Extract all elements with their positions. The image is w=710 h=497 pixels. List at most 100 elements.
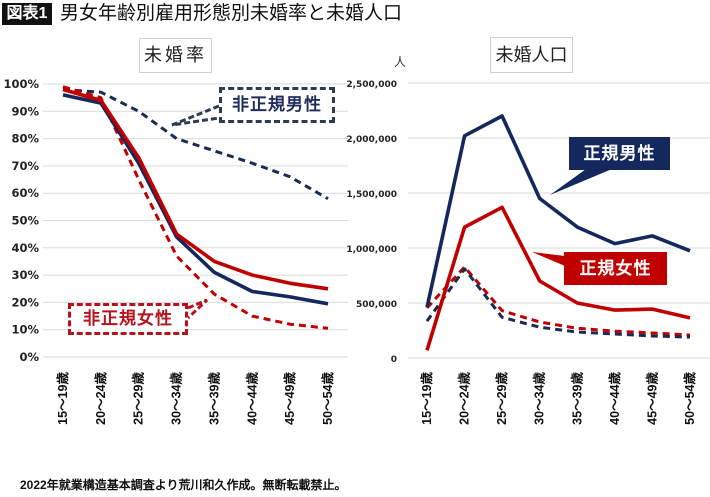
data-point-regular-female bbox=[288, 281, 292, 285]
data-point-regular-male bbox=[326, 302, 330, 306]
data-point-regular-male bbox=[213, 271, 217, 275]
data-point-non-regular-female bbox=[326, 327, 330, 331]
x-tick-label: 45～49歳 bbox=[644, 372, 659, 425]
data-point-non-regular-male bbox=[326, 197, 330, 201]
x-tick-label: 35～39歳 bbox=[569, 372, 584, 425]
data-point-regular-male bbox=[463, 134, 467, 138]
data-point-non-regular-female bbox=[575, 327, 579, 331]
data-point-regular-male bbox=[250, 290, 254, 294]
y-tick-label: 1,000,000 bbox=[346, 245, 397, 255]
data-point-non-regular-male bbox=[651, 334, 655, 338]
data-point-non-regular-male bbox=[575, 330, 579, 334]
data-point-regular-male bbox=[425, 306, 429, 310]
chart-title-unmarried-rate: 未婚率 bbox=[139, 38, 212, 73]
callout-pointer-non-regular-male bbox=[171, 104, 220, 127]
x-tick-label: 50～54歳 bbox=[320, 372, 335, 425]
x-tick-label: 25～29歳 bbox=[494, 372, 509, 425]
y-axis-labels: 0 500,000 1,000,000 1,500,000 2,000,000 2,500… bbox=[346, 80, 397, 365]
data-point-regular-male bbox=[538, 197, 542, 201]
data-point-non-regular-female bbox=[175, 254, 179, 258]
x-tick-label: 20～24歳 bbox=[93, 372, 108, 425]
y-tick-label: 20% bbox=[11, 295, 39, 309]
x-tick-label: 40～44歳 bbox=[607, 372, 622, 425]
data-point-regular-female bbox=[613, 308, 617, 312]
y-tick-label: 30% bbox=[11, 268, 39, 282]
y-axis-labels: 0% 10% 20% 30% 40% 50% 60% 70% 80% 90% 100% bbox=[3, 77, 39, 364]
data-point-non-regular-female bbox=[500, 309, 504, 313]
data-point-regular-female bbox=[425, 349, 429, 353]
series-line-non-regular-male bbox=[62, 88, 329, 200]
y-tick-label: 2,000,000 bbox=[346, 135, 397, 145]
data-point-regular-female bbox=[463, 225, 467, 229]
data-point-regular-male bbox=[500, 114, 504, 118]
x-tick-label: 35～39歳 bbox=[206, 372, 221, 425]
data-point-regular-male bbox=[288, 295, 292, 299]
data-point-regular-female bbox=[651, 307, 655, 311]
y-tick-label: 2,500,000 bbox=[346, 80, 397, 90]
callout-non-regular-male: 非正規男性 bbox=[219, 87, 335, 123]
data-point-non-regular-male bbox=[250, 161, 254, 165]
data-point-non-regular-male bbox=[463, 267, 467, 271]
data-point-regular-female bbox=[250, 273, 254, 277]
y-tick-label: 0 bbox=[391, 355, 397, 365]
data-point-regular-male bbox=[61, 93, 65, 97]
series-lines bbox=[425, 114, 692, 353]
x-axis-labels: 15～19歳 20～24歳 25～29歳 30～34歳 35～39歳 40～44歳 45～4… bbox=[55, 372, 335, 425]
y-tick-label: 1,500,000 bbox=[346, 190, 397, 200]
y-tick-label: 0% bbox=[19, 350, 39, 364]
data-point-non-regular-male bbox=[288, 175, 292, 179]
x-tick-label: 25～29歳 bbox=[131, 372, 146, 425]
y-tick-label: 50% bbox=[11, 214, 39, 228]
data-point-non-regular-male bbox=[613, 332, 617, 336]
chart-title-unmarried-population: 未婚人口 bbox=[490, 37, 573, 73]
data-point-regular-female bbox=[688, 316, 692, 320]
data-point-regular-male bbox=[575, 225, 579, 229]
data-point-regular-female bbox=[213, 260, 217, 264]
callout-regular-male: 正規男性 bbox=[569, 137, 670, 170]
data-point-regular-female bbox=[575, 301, 579, 305]
unmarried-population-chart: 0 500,000 1,000,000 1,500,000 2,000,000 2,500… bbox=[346, 80, 710, 425]
data-point-regular-female bbox=[326, 287, 330, 291]
data-point-non-regular-male bbox=[500, 316, 504, 320]
data-point-regular-male bbox=[613, 242, 617, 246]
series-line-non-regular-female bbox=[425, 265, 691, 337]
x-tick-label: 20～24歳 bbox=[457, 372, 472, 425]
y-tick-label: 60% bbox=[11, 186, 39, 200]
data-point-regular-female bbox=[99, 99, 103, 103]
data-point-non-regular-male bbox=[99, 90, 103, 94]
y-tick-label: 90% bbox=[11, 104, 39, 118]
data-point-non-regular-male bbox=[688, 335, 692, 339]
y-tick-label: 100% bbox=[3, 77, 39, 91]
data-point-regular-female bbox=[175, 232, 179, 236]
gridlines bbox=[43, 83, 348, 358]
callout-non-regular-female: 非正規女性 bbox=[68, 303, 188, 335]
gridlines bbox=[408, 82, 710, 359]
series-line-regular-female bbox=[425, 205, 691, 351]
data-point-non-regular-male bbox=[137, 110, 141, 114]
callout-pointer-non-regular-female bbox=[186, 298, 209, 320]
y-tick-label: 70% bbox=[11, 159, 39, 173]
x-tick-label: 30～34歳 bbox=[169, 372, 184, 425]
data-point-regular-female bbox=[538, 279, 542, 283]
callout-pointer-regular-female bbox=[532, 252, 565, 266]
data-point-non-regular-female bbox=[538, 320, 542, 324]
y-tick-label: 80% bbox=[11, 132, 39, 146]
unmarried-rate-chart: 0% 10% 20% 30% 40% 50% 60% 70% 80% 90% 100% 15～19歳… bbox=[3, 77, 348, 425]
y-axis-unit-label: 人 bbox=[394, 55, 407, 69]
data-point-non-regular-female bbox=[288, 322, 292, 326]
data-point-non-regular-male bbox=[175, 137, 179, 141]
data-point-non-regular-male bbox=[538, 325, 542, 329]
series-line-regular-male bbox=[425, 114, 691, 308]
x-tick-label: 50～54歳 bbox=[682, 372, 697, 425]
data-point-regular-male bbox=[688, 249, 692, 253]
y-tick-label: 500,000 bbox=[356, 300, 397, 310]
data-point-regular-male bbox=[651, 234, 655, 238]
series-line-regular-female bbox=[62, 87, 329, 291]
data-point-regular-female bbox=[137, 156, 141, 160]
data-point-regular-female bbox=[61, 88, 65, 92]
x-tick-label: 40～44歳 bbox=[244, 372, 259, 425]
y-tick-label: 40% bbox=[11, 241, 39, 255]
figure-title: 男女年齢別雇用形態別未婚率と未婚人口 bbox=[60, 3, 403, 24]
callout-pointer-regular-male bbox=[550, 169, 612, 195]
